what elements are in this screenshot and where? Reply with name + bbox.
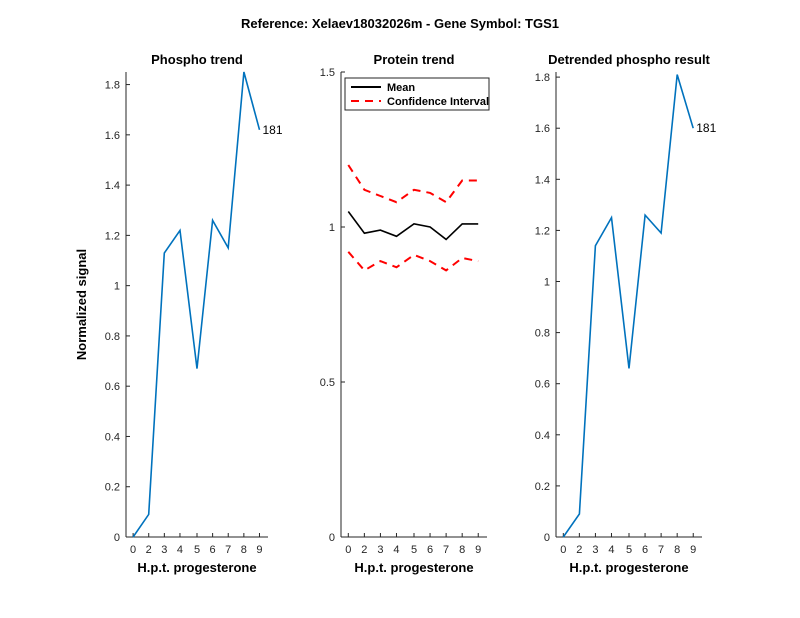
y-tick-label: 1.8: [105, 80, 120, 92]
x-tick-label: 5: [626, 544, 632, 556]
x-tick-label: 4: [608, 544, 614, 556]
x-tick-label: 3: [161, 544, 167, 556]
x-tick-label: 8: [674, 544, 680, 556]
y-tick-label: 1.5: [320, 67, 335, 79]
y-tick-label: 0.4: [105, 431, 120, 443]
x-tick-label: 4: [177, 544, 183, 556]
y-tick-label: 0.6: [535, 379, 550, 391]
point-annotation: 181: [696, 121, 716, 135]
x-tick-label: 9: [690, 544, 696, 556]
y-tick-label: 0: [329, 532, 335, 544]
y-tick-label: 0.4: [535, 430, 550, 442]
figure-suptitle: Reference: Xelaev18032026m - Gene Symbol…: [241, 16, 559, 31]
series-line-mean: [347, 211, 479, 241]
x-tick-label: 2: [146, 544, 152, 556]
x-tick-label: 2: [361, 544, 367, 556]
y-tick-label: 1.2: [105, 230, 120, 242]
x-tick-label: 0: [560, 544, 566, 556]
y-tick-label: 0: [114, 532, 120, 544]
legend-label: Mean: [387, 82, 415, 94]
x-tick-label: 5: [411, 544, 417, 556]
x-tick-label: 6: [642, 544, 648, 556]
x-tick-label: 0: [345, 544, 351, 556]
x-tick-label: 3: [377, 544, 383, 556]
legend-box: [344, 77, 490, 111]
point-annotation: 181: [262, 123, 282, 137]
series-line-series-1: [132, 71, 261, 538]
y-tick-label: 0.2: [535, 481, 550, 493]
y-axis-label: Normalized signal: [74, 249, 89, 360]
x-tick-label: 9: [256, 544, 262, 556]
y-tick-label: 1.6: [105, 130, 120, 142]
y-tick-label: 1.2: [535, 225, 550, 237]
x-axis-label: H.p.t. progesterone: [569, 560, 688, 575]
chart-panel-1: Phospho trend 0 0.2 0.4 0.6 0.8 1 1.2 1.4 1.6 1.8 0…: [74, 52, 283, 575]
x-tick-label: 5: [194, 544, 200, 556]
y-tick-label: 1: [329, 222, 335, 234]
x-tick-label: 6: [427, 544, 433, 556]
legend-label: Confidence Interval: [387, 96, 489, 108]
panel-title: Phospho trend: [151, 52, 243, 67]
x-tick-label: 7: [225, 544, 231, 556]
y-tick-label: 0.2: [105, 482, 120, 494]
y-tick-label: 1.6: [535, 123, 550, 135]
x-tick-label: 7: [658, 544, 664, 556]
y-tick-label: 1: [114, 281, 120, 293]
panel-title: Protein trend: [374, 52, 455, 67]
x-tick-label: 8: [241, 544, 247, 556]
x-tick-label: 8: [459, 544, 465, 556]
y-tick-label: 1.4: [535, 174, 550, 186]
x-axis-label: H.p.t. progesterone: [137, 560, 256, 575]
y-tick-label: 0.8: [535, 328, 550, 340]
y-tick-label: 1.4: [105, 180, 120, 192]
y-tick-label: 1: [544, 277, 550, 289]
y-tick-label: 0: [544, 532, 550, 544]
y-tick-label: 0.5: [320, 377, 335, 389]
x-tick-label: 4: [393, 544, 399, 556]
series-line-series-1: [562, 74, 694, 538]
x-tick-label: 6: [210, 544, 216, 556]
x-tick-label: 3: [592, 544, 598, 556]
series-line-series-3: [347, 251, 479, 272]
y-tick-label: 0.6: [105, 381, 120, 393]
x-tick-label: 7: [443, 544, 449, 556]
series-line-confidence-interval: [347, 164, 479, 204]
chart-panels: Phospho trend 0 0.2 0.4 0.6 0.8 1 1.2 1.4 1.6 1.8 0…: [74, 52, 717, 575]
panel-title: Detrended phospho result: [548, 52, 710, 67]
y-tick-label: 0.8: [105, 331, 120, 343]
y-tick-label: 1.8: [535, 72, 550, 84]
x-tick-label: 0: [130, 544, 136, 556]
x-axis-label: H.p.t. progesterone: [354, 560, 473, 575]
x-tick-label: 2: [576, 544, 582, 556]
x-tick-label: 9: [475, 544, 481, 556]
chart-panel-3: Detrended phospho result 0 0.2 0.4 0.6 0.8 1 1.…: [535, 52, 717, 575]
